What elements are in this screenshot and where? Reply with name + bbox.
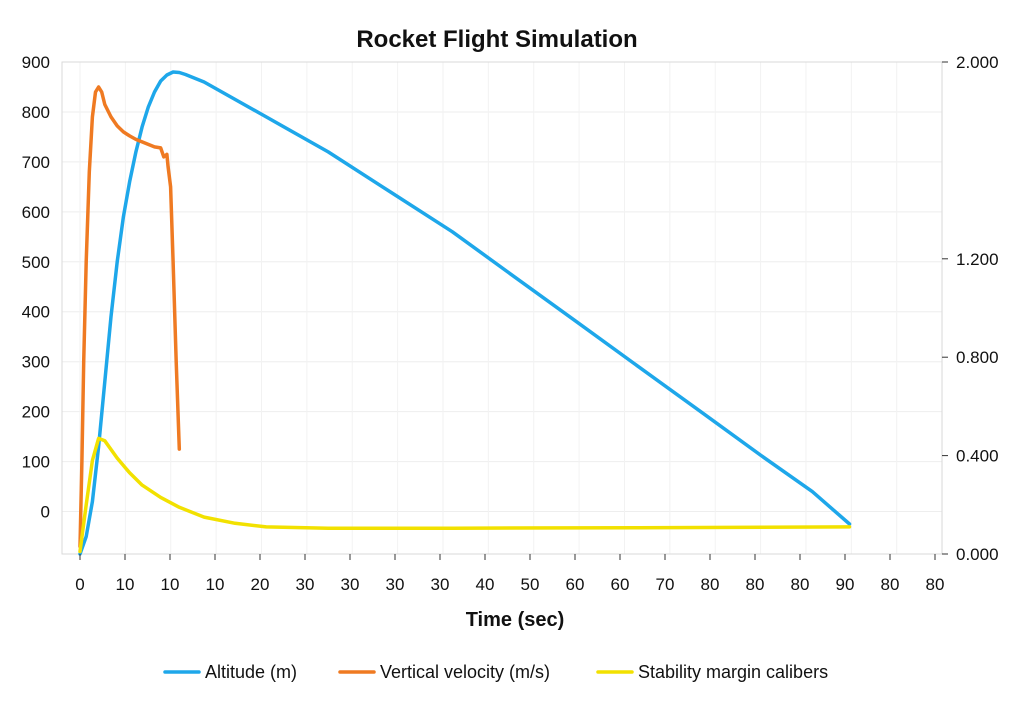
x-tick-label: 90 [836, 575, 855, 594]
x-tick-label: 80 [926, 575, 945, 594]
x-tick-label: 40 [476, 575, 495, 594]
x-tick-label: 30 [341, 575, 360, 594]
x-tick-label: 70 [656, 575, 675, 594]
x-tick-label: 80 [701, 575, 720, 594]
chart-title: Rocket Flight Simulation [356, 26, 637, 53]
y-tick-label: 700 [22, 153, 50, 172]
series-lines [78, 70, 852, 556]
x-tick-label: 20 [251, 575, 270, 594]
y2-tick-label: 0.800 [956, 348, 999, 367]
series-line-2 [78, 436, 852, 554]
x-tick-label: 30 [296, 575, 315, 594]
y-tick-label: 100 [22, 453, 50, 472]
legend: Altitude (m) Vertical velocity (m/s) Stabi… [163, 662, 828, 682]
y2-tick-label: 2.000 [956, 53, 999, 72]
y2-tick-label: 0.400 [956, 447, 999, 466]
y-tick-label: 800 [22, 103, 50, 122]
x-tick-label: 30 [431, 575, 450, 594]
x-tick-label: 60 [566, 575, 585, 594]
y-tick-label: 900 [22, 53, 50, 72]
x-tick-label: 60 [611, 575, 630, 594]
legend-label: Altitude (m) [205, 662, 297, 682]
x-axis-label: Time (sec) [466, 609, 565, 631]
y-tick-label: 600 [22, 203, 50, 222]
y-tick-label: 200 [22, 403, 50, 422]
x-axis-ticks: 0 10 10 10 20 30 30 30 30 40 50 60 60 70 80 80 80 90 80 80 [75, 554, 944, 594]
y2-tick-label: 0.000 [956, 545, 999, 564]
y-tick-label: 500 [22, 253, 50, 272]
x-tick-label: 10 [206, 575, 225, 594]
series-line-0 [78, 70, 852, 556]
x-tick-label: 10 [161, 575, 180, 594]
series-line-1 [78, 85, 182, 549]
x-tick-label: 50 [521, 575, 540, 594]
plot-area-border [61, 61, 943, 555]
right-y-axis-ticks: 0.000 0.400 0.800 1.200 2.000 [942, 53, 999, 564]
legend-label: Stability margin calibers [638, 662, 828, 682]
x-tick-label: 0 [75, 575, 84, 594]
y-tick-label: 300 [22, 353, 50, 372]
x-tick-label: 80 [746, 575, 765, 594]
legend-label: Vertical velocity (m/s) [380, 662, 550, 682]
x-tick-label: 80 [791, 575, 810, 594]
left-y-axis-ticks: 0 100 200 300 400 500 600 700 800 900 [22, 53, 50, 522]
grid-lines [62, 61, 943, 554]
x-tick-label: 10 [116, 575, 135, 594]
y-tick-label: 0 [41, 503, 50, 522]
y-tick-label: 400 [22, 303, 50, 322]
x-tick-label: 30 [386, 575, 405, 594]
x-tick-label: 80 [881, 575, 900, 594]
y2-tick-label: 1.200 [956, 250, 999, 269]
